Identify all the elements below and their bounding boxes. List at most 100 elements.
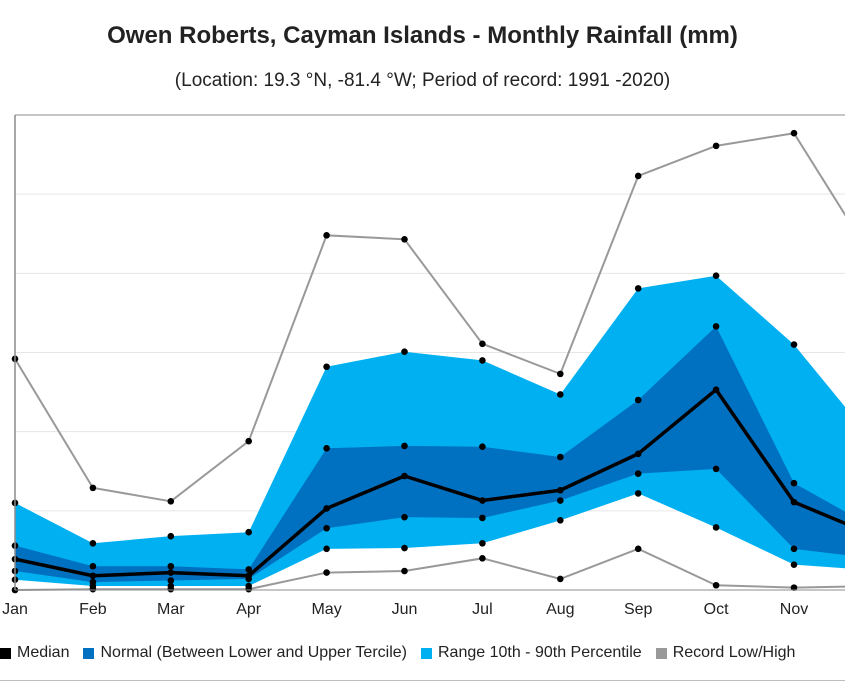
data-point-median	[557, 486, 564, 494]
data-point-record_high	[790, 129, 798, 137]
record-high-line	[14, 132, 845, 503]
data-point-upper_tercile	[167, 562, 175, 570]
data-point-p90	[167, 532, 175, 540]
data-point-median	[634, 450, 642, 458]
legend-item-normal: Normal (Between Lower and Upper Tercile)	[83, 644, 407, 662]
record-low-line	[14, 547, 845, 591]
data-point-record_high	[167, 498, 175, 505]
data-point-median	[401, 472, 408, 480]
chart-title: Owen Roberts, Cayman Islands - Monthly R…	[107, 22, 738, 49]
data-point-p10	[790, 561, 798, 568]
x-tick-label: Jun	[392, 601, 418, 618]
data-point-record_high	[245, 437, 252, 445]
band-normal-tercile	[15, 326, 845, 583]
data-point-record_high	[479, 340, 486, 348]
data-point-upper_tercile	[89, 562, 97, 570]
data-point-p10	[634, 490, 642, 497]
data-point-p90	[245, 528, 252, 536]
data-point-p90	[323, 363, 330, 371]
x-tick-label: Jan	[2, 601, 28, 618]
data-point-median	[89, 572, 97, 580]
data-point-median	[167, 569, 175, 576]
data-point-record_low	[557, 575, 564, 583]
data-point-lower_tercile	[245, 575, 252, 583]
data-point-upper_tercile	[479, 443, 486, 451]
data-point-record_low	[479, 555, 486, 562]
data-point-lower_tercile	[323, 524, 330, 532]
legend-item-range: Range 10th - 90th Percentile	[421, 644, 642, 662]
figure-border	[0, 680, 845, 681]
legend-swatch-range	[421, 647, 432, 659]
data-point-record_high	[557, 370, 564, 378]
x-tick-label: Mar	[157, 601, 185, 618]
data-point-p90	[89, 539, 97, 547]
legend-label-range: Range 10th - 90th Percentile	[438, 644, 642, 661]
data-point-upper_tercile	[557, 453, 564, 461]
median-line	[14, 387, 845, 578]
data-point-median	[790, 498, 798, 506]
x-tick-label: May	[311, 601, 341, 618]
data-point-record_low	[712, 581, 720, 589]
x-tick-label: Oct	[704, 601, 729, 618]
data-point-p90	[401, 348, 408, 356]
data-point-upper_tercile	[323, 444, 330, 452]
data-point-record_low	[167, 585, 175, 593]
data-point-upper_tercile	[401, 442, 408, 450]
series-lines	[14, 132, 845, 591]
legend-label-median: Median	[17, 644, 70, 661]
data-point-p90	[790, 341, 798, 348]
data-point-lower_tercile	[790, 545, 798, 553]
data-point-record_low	[323, 569, 330, 576]
data-point-lower_tercile	[167, 577, 175, 584]
data-point-p10	[479, 539, 486, 547]
data-point-record_low	[245, 585, 252, 593]
chart-subtitle: (Location: 19.3 °N, -81.4 °W; Period of …	[174, 70, 671, 91]
x-tick-label: Sep	[624, 601, 653, 618]
data-point-record_high	[323, 232, 330, 239]
data-point-record_high	[89, 484, 97, 492]
data-point-median	[323, 505, 330, 512]
data-point-p90	[479, 357, 486, 364]
x-tick-label: Nov	[780, 601, 808, 618]
legend-item-record: Record Low/High	[655, 644, 796, 662]
data-point-record_high	[712, 142, 720, 150]
data-point-upper_tercile	[790, 479, 798, 487]
legend-swatch-record	[655, 647, 667, 659]
data-point-record_low	[401, 567, 408, 575]
data-point-p90	[634, 285, 642, 292]
data-point-record_low	[790, 584, 798, 591]
data-points	[11, 129, 798, 594]
data-point-lower_tercile	[479, 514, 486, 522]
data-point-median	[479, 497, 486, 504]
data-point-lower_tercile	[712, 465, 720, 473]
legend-swatch-normal	[83, 647, 95, 659]
data-point-upper_tercile	[245, 566, 252, 573]
percentile-bands	[15, 275, 845, 587]
data-point-p90	[557, 391, 564, 398]
legend-item-median: Median	[0, 644, 69, 662]
data-point-p10	[557, 517, 564, 524]
x-tick-labels: JanFebMarAprMayJunJulAugSepOctNovDec	[2, 601, 808, 618]
data-point-lower_tercile	[557, 497, 564, 504]
data-point-record_high	[634, 172, 642, 180]
rainfall-chart: JanFebMarAprMayJunJulAugSepOctNovDec	[2, 114, 845, 618]
plot-frame	[14, 114, 845, 591]
data-point-lower_tercile	[401, 513, 408, 521]
legend-label-record: Record Low/High	[672, 644, 796, 661]
legend-swatch-median	[0, 647, 11, 659]
data-point-p10	[712, 524, 720, 531]
data-point-median	[712, 386, 720, 394]
x-tick-label: Apr	[236, 601, 262, 618]
data-point-lower_tercile	[634, 470, 642, 477]
data-point-p90	[712, 272, 720, 280]
legend-label-normal: Normal (Between Lower and Upper Tercile)	[100, 644, 407, 661]
legend: Median Normal (Between Lower and Upper T…	[0, 641, 809, 665]
data-point-p10	[323, 545, 330, 553]
data-point-record_low	[89, 585, 97, 593]
data-point-record_high	[401, 235, 408, 243]
band-10th-90th-percentile	[15, 275, 845, 587]
data-point-upper_tercile	[712, 323, 720, 330]
x-tick-label: Jul	[472, 601, 492, 618]
data-point-record_low	[634, 545, 642, 553]
data-point-upper_tercile	[634, 396, 642, 404]
